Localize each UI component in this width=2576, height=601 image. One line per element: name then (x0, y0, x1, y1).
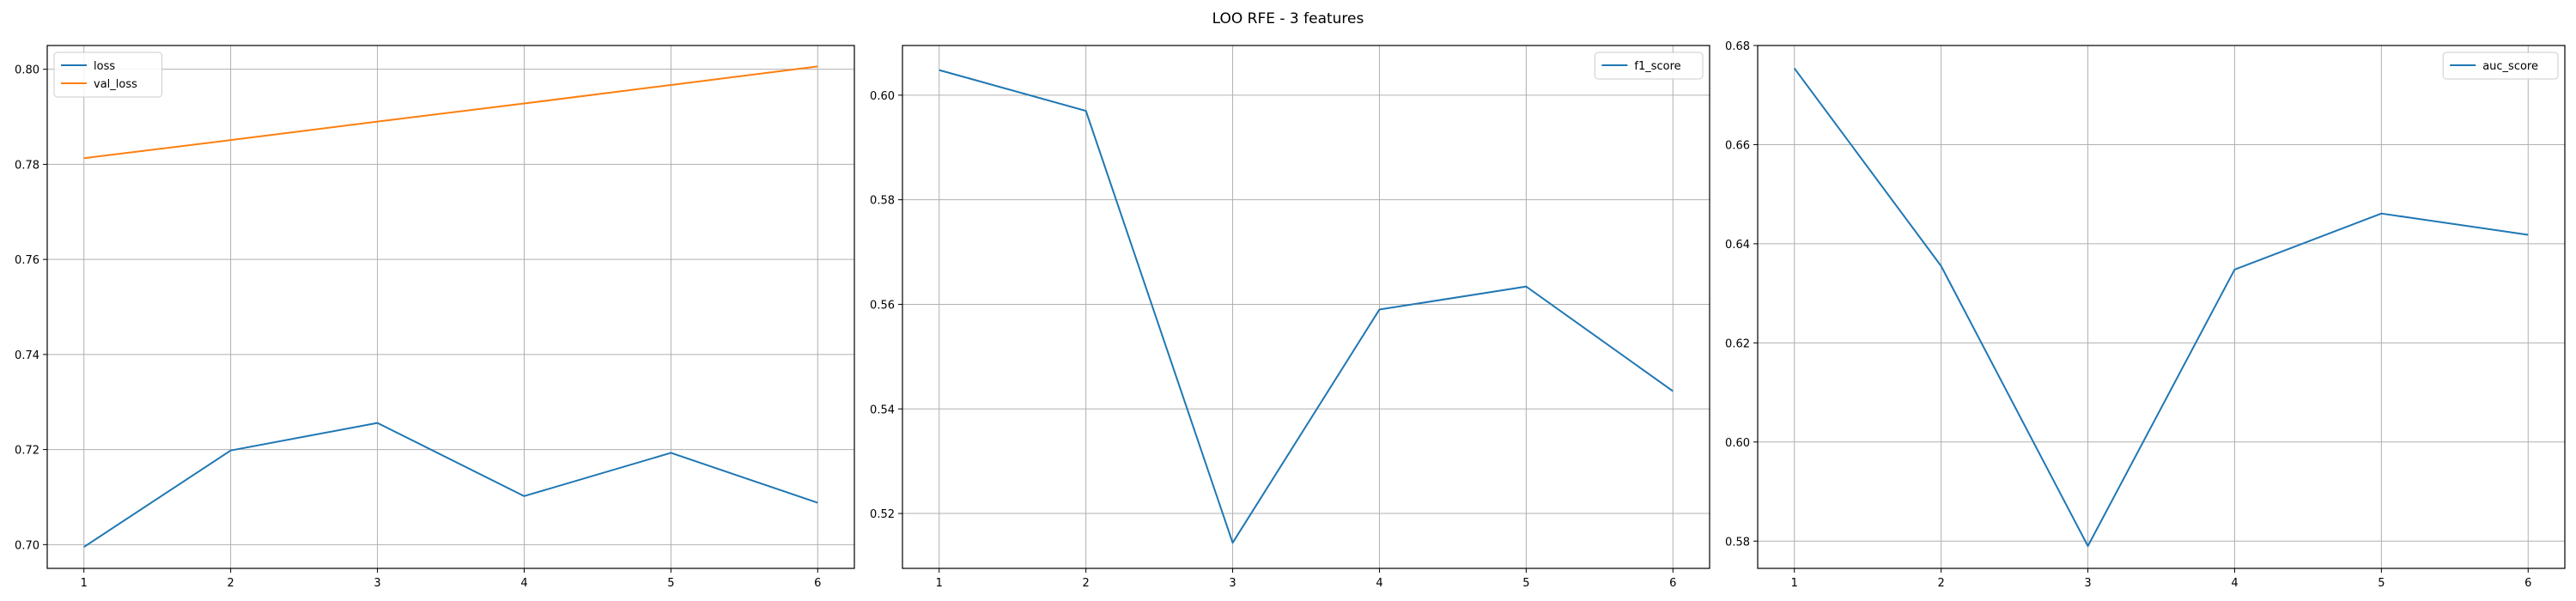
plot-area (47, 46, 854, 568)
x-tick-label: 6 (814, 577, 821, 590)
legend-label: val_loss (94, 78, 137, 91)
axes-frame (1757, 45, 2566, 569)
x-tick-label: 5 (667, 577, 674, 590)
series-line-f1-score (939, 69, 1674, 544)
y-tick-label: 0.70 (15, 539, 39, 552)
x-tick-label: 3 (2084, 577, 2091, 590)
subplot-1: 1 2 3 4 5 6 0.70 0.72 0.74 0.76 0.78 0.80 loss val_lo… (15, 45, 855, 590)
y-tick-label: 0.68 (1725, 40, 1750, 53)
x-tick-label: 6 (2524, 577, 2531, 590)
plot-area (1758, 46, 2565, 568)
x-tick-label: 1 (1791, 577, 1798, 590)
x-tick-label: 4 (2231, 577, 2238, 590)
y-tick-label: 0.64 (1725, 239, 1750, 252)
series-line-loss (83, 422, 818, 548)
y-tick-label: 0.52 (870, 508, 895, 521)
x-tick-label: 4 (520, 577, 527, 590)
legend-box (2442, 52, 2559, 80)
y-tick-label: 0.66 (1725, 139, 1750, 152)
subplot-2: 1 2 3 4 5 6 0.52 0.54 0.56 0.58 0.60 f1_score (870, 45, 1710, 590)
y-tick-label: 0.58 (870, 195, 895, 208)
y-tick-label: 0.80 (15, 64, 39, 77)
y-tick-label: 0.58 (1725, 536, 1750, 549)
y-tick-label: 0.76 (15, 254, 39, 267)
y-tick-label: 0.78 (15, 159, 39, 172)
x-tick-label: 1 (936, 577, 943, 590)
series-line-auc-score (1793, 67, 2529, 548)
legend: f1_score (1594, 52, 1704, 80)
y-tick-label: 0.62 (1725, 337, 1750, 350)
series-line-val-loss (83, 65, 818, 160)
y-tick-label: 0.60 (1725, 437, 1750, 450)
x-tick-label: 1 (81, 577, 88, 590)
legend: loss val_loss (53, 52, 163, 98)
figure-title: LOO RFE - 3 features (1212, 10, 1364, 27)
axes-frame (46, 45, 855, 569)
legend-label: loss (94, 60, 115, 73)
x-tick-label: 2 (1937, 577, 1944, 590)
x-tick-label: 2 (227, 577, 234, 590)
x-tick-label: 2 (1082, 577, 1089, 590)
legend-box (1594, 52, 1704, 80)
y-tick-label: 0.56 (870, 299, 895, 312)
subplot-3: 1 2 3 4 5 6 0.58 0.60 0.62 0.64 0.66 0.68 auc_score (1725, 40, 2566, 590)
y-tick-label: 0.72 (15, 445, 39, 458)
y-tick-label: 0.54 (870, 404, 895, 416)
legend-label: f1_score (1634, 60, 1680, 73)
x-tick-label: 5 (2378, 577, 2385, 590)
subplot-grid: 1 2 3 4 5 6 0.70 0.72 0.74 0.76 0.78 0.80 loss val_lo… (15, 40, 2566, 590)
x-tick-label: 3 (374, 577, 380, 590)
legend-box (53, 52, 163, 98)
x-tick-label: 3 (1229, 577, 1236, 590)
y-tick-label: 0.74 (15, 349, 39, 362)
x-tick-label: 6 (1669, 577, 1676, 590)
axes-frame (902, 45, 1710, 569)
plot-area (902, 46, 1710, 568)
legend-label: auc_score (2482, 60, 2538, 73)
y-tick-label: 0.60 (870, 90, 895, 103)
legend: auc_score (2442, 52, 2559, 80)
x-tick-label: 5 (1522, 577, 1529, 590)
x-tick-label: 4 (1376, 577, 1382, 590)
